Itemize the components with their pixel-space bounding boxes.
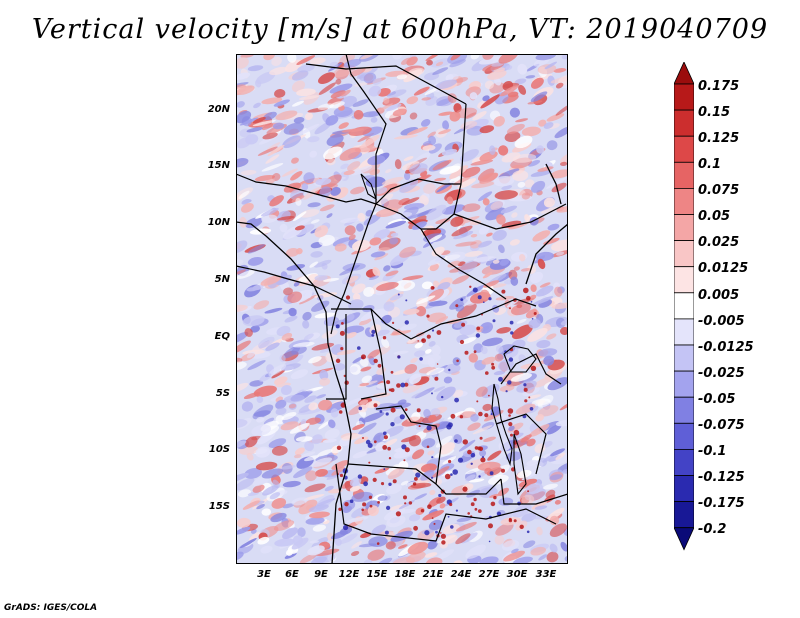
- colorbar-segment: [674, 448, 694, 476]
- lon-label-18e: 18E: [394, 569, 416, 580]
- coastline: [236, 163, 568, 564]
- lakes: [360, 173, 537, 496]
- lon-label-30e: 30E: [506, 569, 528, 580]
- colorbar-segment: [674, 318, 694, 346]
- lon-label-6e: 6E: [285, 569, 299, 580]
- lat-label-15s: 15S: [208, 501, 230, 512]
- lon-label-12e: 12E: [338, 569, 360, 580]
- lon-label-24e: 24E: [450, 569, 472, 580]
- lat-label-5s: 5S: [215, 388, 230, 399]
- colorbar-label: 0.05: [698, 209, 731, 224]
- colorbar-segment: [674, 292, 694, 320]
- colorbar-segment: [674, 240, 694, 268]
- colorbar-label: -0.025: [698, 366, 745, 381]
- colorbar-segment: [674, 266, 694, 294]
- colorbar-segment: [674, 475, 694, 503]
- lon-label-27e: 27E: [478, 569, 500, 580]
- lat-label-5n: 5N: [214, 274, 230, 285]
- colorbar-label: -0.2: [698, 522, 727, 537]
- colorbar-segment: [674, 501, 694, 529]
- colorbar-label: 0.175: [698, 79, 740, 94]
- colorbar-label: 0.025: [698, 235, 740, 250]
- colorbar-label: 0.1: [698, 157, 722, 172]
- colorbar-segment: [674, 161, 694, 189]
- colorbar-segment: [674, 344, 694, 372]
- colorbar-label: -0.075: [698, 418, 745, 433]
- map-frame: [236, 54, 568, 564]
- lon-label-3e: 3E: [257, 569, 271, 580]
- colorbar-label: -0.1: [698, 444, 727, 459]
- vertical-velocity-map: [236, 54, 568, 564]
- lon-label-21e: 21E: [422, 569, 444, 580]
- colorbar-segment: [674, 188, 694, 215]
- colorbar-segment: [674, 527, 694, 551]
- lat-label-eq: EQ: [214, 331, 230, 342]
- colorbar-segment: [674, 396, 694, 424]
- map-title: Vertical velocity [m/s] at 600hPa, VT: 2…: [31, 14, 769, 45]
- colorbar-label: 0.0125: [698, 261, 749, 276]
- colorbar-segment: [674, 62, 694, 85]
- colorbar-segment: [674, 83, 694, 111]
- colorbar-label: 0.15: [698, 105, 731, 120]
- lon-label-15e: 15E: [366, 569, 388, 580]
- velocity-field: [236, 54, 568, 564]
- colorbar-segment: [674, 109, 694, 137]
- colorbar-label: -0.0125: [698, 340, 754, 355]
- colorbar-segment: [674, 422, 694, 450]
- lat-label-10s: 10S: [208, 444, 230, 455]
- colorbar-segment: [674, 214, 694, 242]
- lat-label-10n: 10N: [207, 217, 230, 228]
- colorbar-label: -0.05: [698, 392, 736, 407]
- colorbar-label: -0.175: [698, 496, 745, 511]
- colorbar-label: 0.075: [698, 183, 740, 198]
- lat-label-20n: 20N: [207, 104, 230, 115]
- colorbar-segment: [674, 135, 694, 163]
- colorbar-label: 0.005: [698, 288, 740, 303]
- grads-credit: GrADS: IGES/COLA: [4, 603, 98, 613]
- colorbar-label: -0.125: [698, 470, 745, 485]
- lon-label-33e: 33E: [535, 569, 557, 580]
- colorbar: [674, 62, 694, 551]
- lon-label-9e: 9E: [314, 569, 328, 580]
- lat-label-15n: 15N: [207, 160, 230, 171]
- colorbar-label: -0.005: [698, 314, 745, 329]
- colorbar-segment: [674, 370, 694, 398]
- colorbar-label: 0.125: [698, 131, 740, 146]
